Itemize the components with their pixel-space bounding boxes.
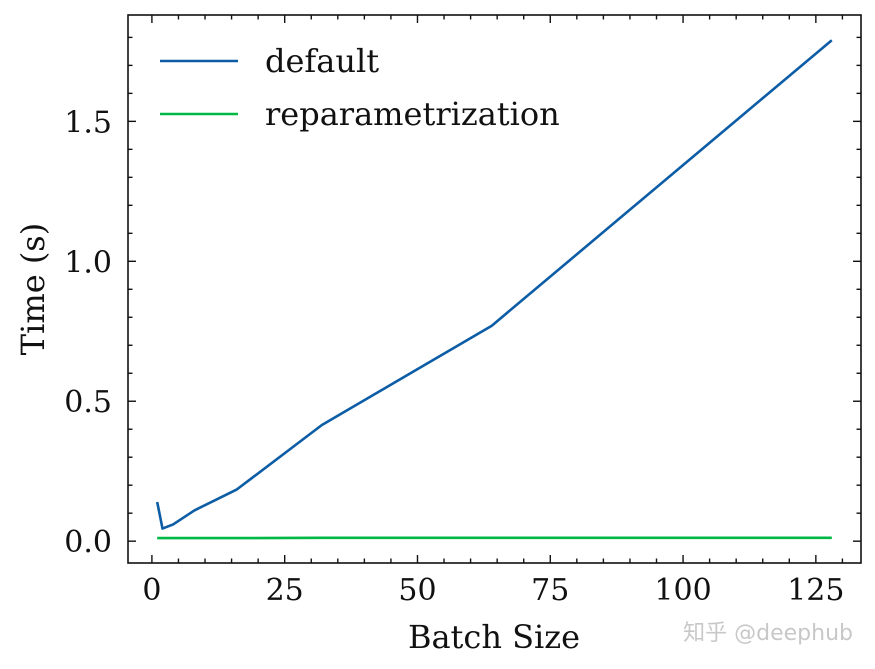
x-tick-label: 100 <box>654 573 711 608</box>
tick-labels: 0 25 50 75 100 125 0.0 0.5 1.0 1.5 <box>64 105 844 608</box>
y-tick-label: 0.5 <box>64 385 112 420</box>
legend-label-default: default <box>265 42 379 80</box>
ticks-layer <box>128 15 861 563</box>
x-tick-label: 125 <box>787 573 844 608</box>
x-tick-label: 25 <box>266 573 304 608</box>
series-layer <box>155 39 833 540</box>
x-tick-label: 0 <box>142 573 161 608</box>
y-tick-label: 1.0 <box>64 245 112 280</box>
watermark: 知乎 @deephub <box>683 621 853 646</box>
plot-frame <box>127 14 862 564</box>
x-axis-label: Batch Size <box>408 618 580 656</box>
y-tick-label: 0.0 <box>64 525 112 560</box>
x-tick-label: 75 <box>531 573 569 608</box>
y-axis-label: Time (s) <box>14 223 52 355</box>
y-tick-label: 1.5 <box>64 105 112 140</box>
legend: default reparametrization <box>160 42 560 133</box>
legend-label-reparametrization: reparametrization <box>265 95 560 133</box>
series-line-default <box>155 39 833 530</box>
x-tick-label: 50 <box>398 573 436 608</box>
